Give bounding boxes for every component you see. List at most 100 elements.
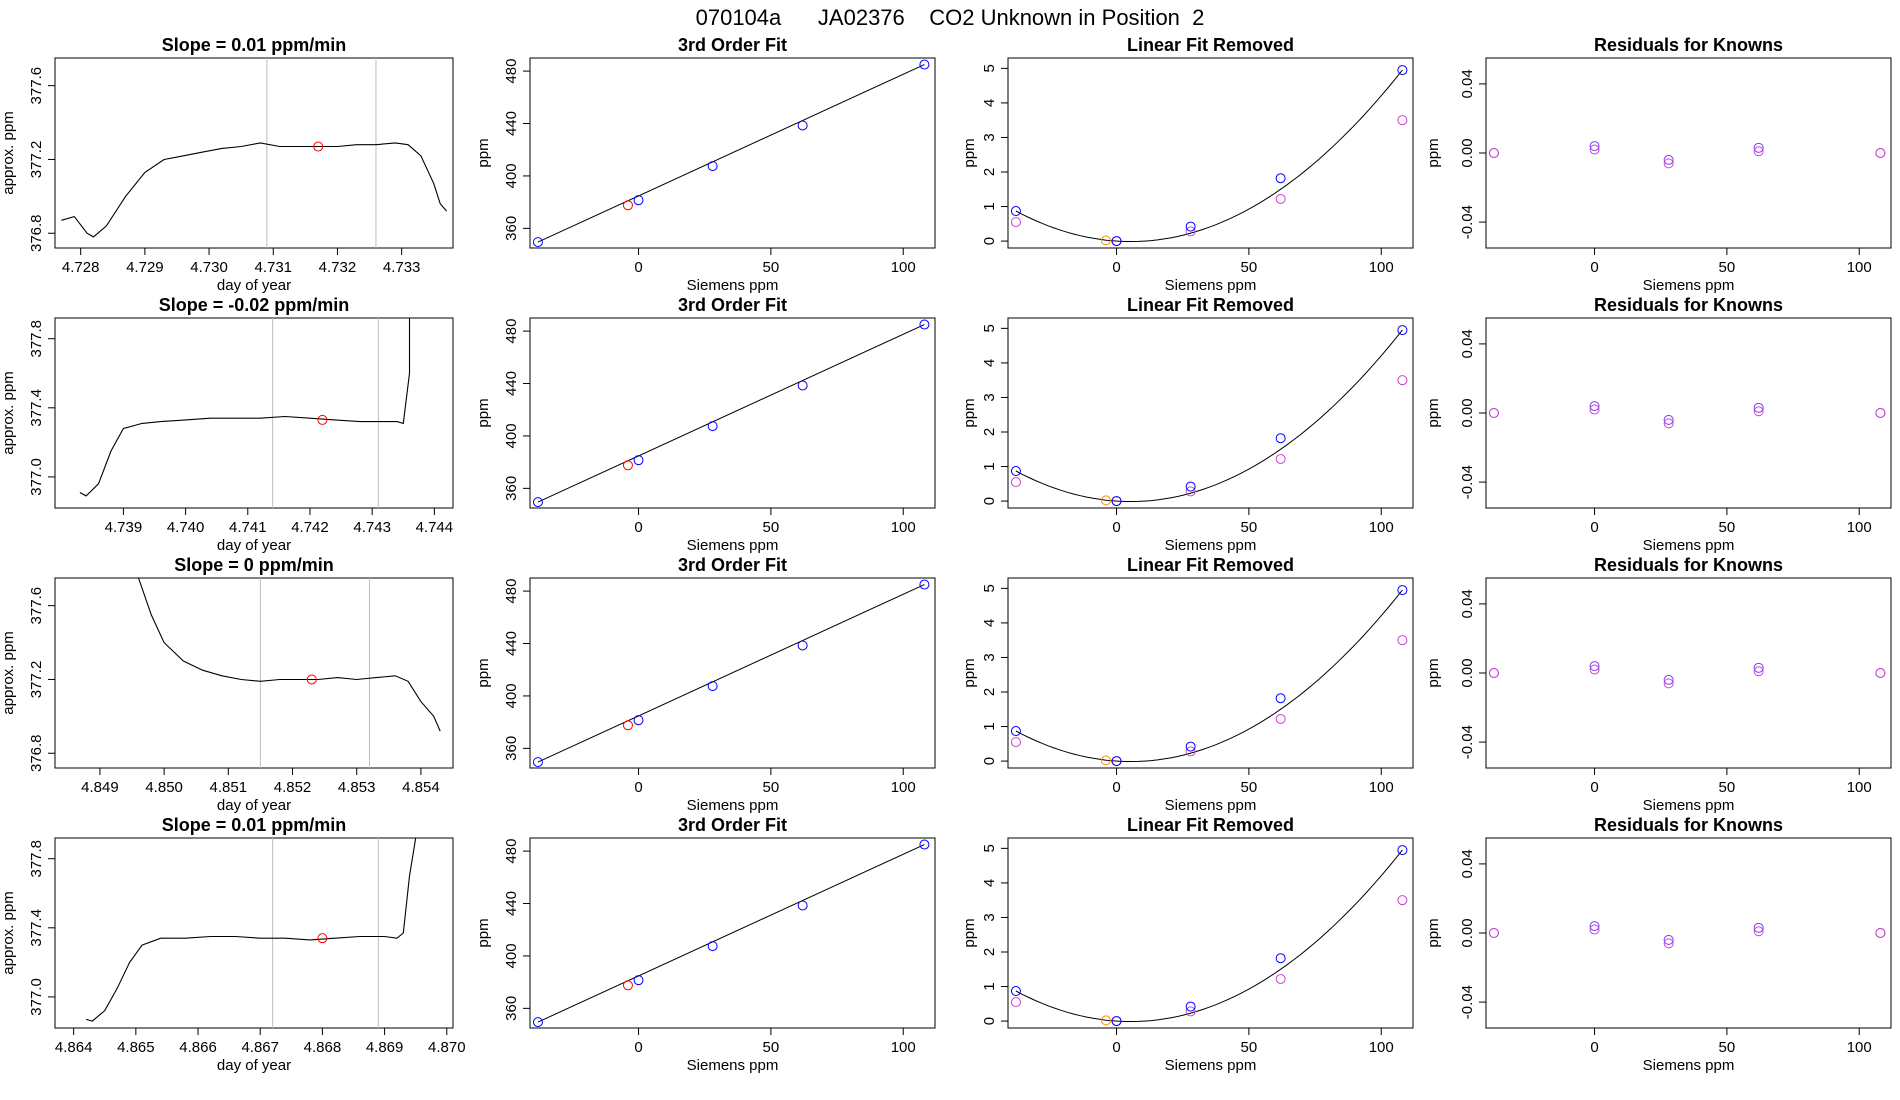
y-tick-label: 5 xyxy=(981,64,998,72)
unknown-sample-point xyxy=(1100,755,1111,766)
x-tick-label: 0 xyxy=(634,259,642,276)
x-tick-label: 4.728 xyxy=(62,259,100,276)
residual-point xyxy=(1488,148,1499,158)
y-tick-label: 377.4 xyxy=(28,909,45,947)
y-tick-label: 440 xyxy=(503,371,520,396)
residual-point xyxy=(1753,406,1764,417)
quadratic-curve xyxy=(1015,589,1403,762)
known-fit-point xyxy=(1010,986,1021,997)
known-residual-point xyxy=(1275,453,1286,464)
known-standard-point xyxy=(633,715,644,726)
y-tick-label: 2 xyxy=(981,428,998,436)
x-tick-label: 50 xyxy=(1241,779,1258,796)
time-series-panel: Slope = -0.02 ppm/min 4.739 4.740 4.741 4.74… xyxy=(0,295,454,554)
residual-point xyxy=(1589,144,1600,155)
known-residual-point xyxy=(1185,226,1196,237)
residual-point xyxy=(1753,146,1764,157)
y-tick-label: 400 xyxy=(503,423,520,448)
x-axis-label: Siemens ppm xyxy=(687,277,779,294)
concentration-trace xyxy=(85,838,417,1022)
x-tick-label: 100 xyxy=(891,519,916,536)
x-tick-label: 4.850 xyxy=(145,779,183,796)
y-tick-label: 0.04 xyxy=(1459,69,1476,98)
known-standard-point xyxy=(797,900,808,911)
y-tick-label: 4 xyxy=(981,619,998,627)
x-tick-label: 4.733 xyxy=(383,259,421,276)
known-residual-point xyxy=(1275,193,1286,204)
x-tick-label: 100 xyxy=(891,1039,916,1056)
known-standard-point xyxy=(797,120,808,131)
fit-line xyxy=(537,324,925,503)
panel-title: Residuals for Knowns xyxy=(1594,815,1783,835)
y-tick-label: 377.6 xyxy=(28,67,45,105)
x-tick-label: 4.868 xyxy=(304,1039,342,1056)
y-tick-label: 480 xyxy=(503,59,520,84)
x-axis-label: Siemens ppm xyxy=(1165,797,1257,814)
panel-row-3: Slope = 0 ppm/min 4.849 4.850 4.851 4.852 4.8… xyxy=(0,555,1892,814)
y-axis-label: ppm xyxy=(961,918,978,947)
x-tick-label: 0 xyxy=(1112,519,1120,536)
panel-title: Slope = 0 ppm/min xyxy=(174,555,334,575)
x-tick-label: 0 xyxy=(1112,779,1120,796)
plot-frame xyxy=(1485,577,1892,769)
x-axis-label: day of year xyxy=(217,537,291,554)
y-tick-label: 400 xyxy=(503,943,520,968)
y-tick-label: 377.8 xyxy=(28,840,45,878)
residual-point xyxy=(1753,926,1764,937)
panel-title: Residuals for Knowns xyxy=(1594,295,1783,315)
y-tick-label: 400 xyxy=(503,163,520,188)
x-axis-label: Siemens ppm xyxy=(1165,277,1257,294)
residual-point xyxy=(1589,141,1600,152)
x-tick-label: 50 xyxy=(763,519,780,536)
x-tick-label: 50 xyxy=(1719,779,1736,796)
residual-point xyxy=(1875,928,1886,938)
known-residual-point xyxy=(1185,746,1196,757)
residual-point xyxy=(1589,924,1600,935)
residuals-panel: Residuals for Knowns 0 50 100 -0.04 0.00 0.04 S… xyxy=(1425,295,1892,554)
x-tick-label: 4.849 xyxy=(81,779,119,796)
known-residual-point xyxy=(1275,713,1286,724)
y-axis-label: approx. ppm xyxy=(0,891,17,974)
x-axis-label: Siemens ppm xyxy=(687,797,779,814)
x-tick-label: 4.740 xyxy=(167,519,205,536)
y-tick-label: 440 xyxy=(503,891,520,916)
x-tick-label: 4.739 xyxy=(105,519,143,536)
third-order-fit-panel: 3rd Order Fit 0 50 100 360 400 440 480 Siemens p… xyxy=(475,35,936,294)
x-tick-label: 100 xyxy=(1847,519,1872,536)
third-order-fit-panel: 3rd Order Fit 0 50 100 360 400 440 480 Siemens p… xyxy=(475,555,936,814)
known-fit-point xyxy=(1010,466,1021,477)
concentration-trace xyxy=(61,142,448,238)
panel-title: 3rd Order Fit xyxy=(678,815,787,835)
residual-point xyxy=(1663,678,1674,689)
x-tick-label: 50 xyxy=(1241,519,1258,536)
y-tick-label: 3 xyxy=(981,393,998,401)
y-tick-label: 400 xyxy=(503,683,520,708)
residual-point xyxy=(1589,664,1600,675)
x-tick-label: 4.730 xyxy=(190,259,228,276)
y-tick-label: 5 xyxy=(981,844,998,852)
linear-fit-removed-panel: Linear Fit Removed 0 50 100 0 1 2 3 4 5 Siemens pp… xyxy=(961,555,1414,814)
panel-title: Slope = 0.01 ppm/min xyxy=(162,35,347,55)
residual-point xyxy=(1663,934,1674,945)
third-order-fit-panel: 3rd Order Fit 0 50 100 360 400 440 480 Siemens p… xyxy=(475,815,936,1074)
x-tick-label: 100 xyxy=(1847,1039,1872,1056)
y-axis-label: ppm xyxy=(1425,918,1442,947)
known-standard-point xyxy=(707,161,718,172)
unknown-sample-point xyxy=(622,460,633,471)
residual-point xyxy=(1589,921,1600,932)
known-fit-point xyxy=(1111,496,1122,507)
plot-frame xyxy=(1485,57,1892,249)
known-standard-point xyxy=(532,1017,543,1028)
y-tick-label: 3 xyxy=(981,653,998,661)
x-axis-label: Siemens ppm xyxy=(1165,537,1257,554)
known-standard-point xyxy=(532,497,543,508)
residual-point xyxy=(1488,668,1499,678)
y-tick-label: 377.2 xyxy=(28,661,45,699)
known-fit-point xyxy=(1111,236,1122,247)
mean-marker xyxy=(306,674,317,685)
known-fit-point xyxy=(1010,206,1021,217)
time-series-panel: Slope = 0.01 ppm/min 4.728 4.729 4.730 4.731… xyxy=(0,35,454,294)
y-tick-label: 0.04 xyxy=(1459,589,1476,618)
y-tick-label: 3 xyxy=(981,133,998,141)
x-tick-label: 50 xyxy=(763,779,780,796)
